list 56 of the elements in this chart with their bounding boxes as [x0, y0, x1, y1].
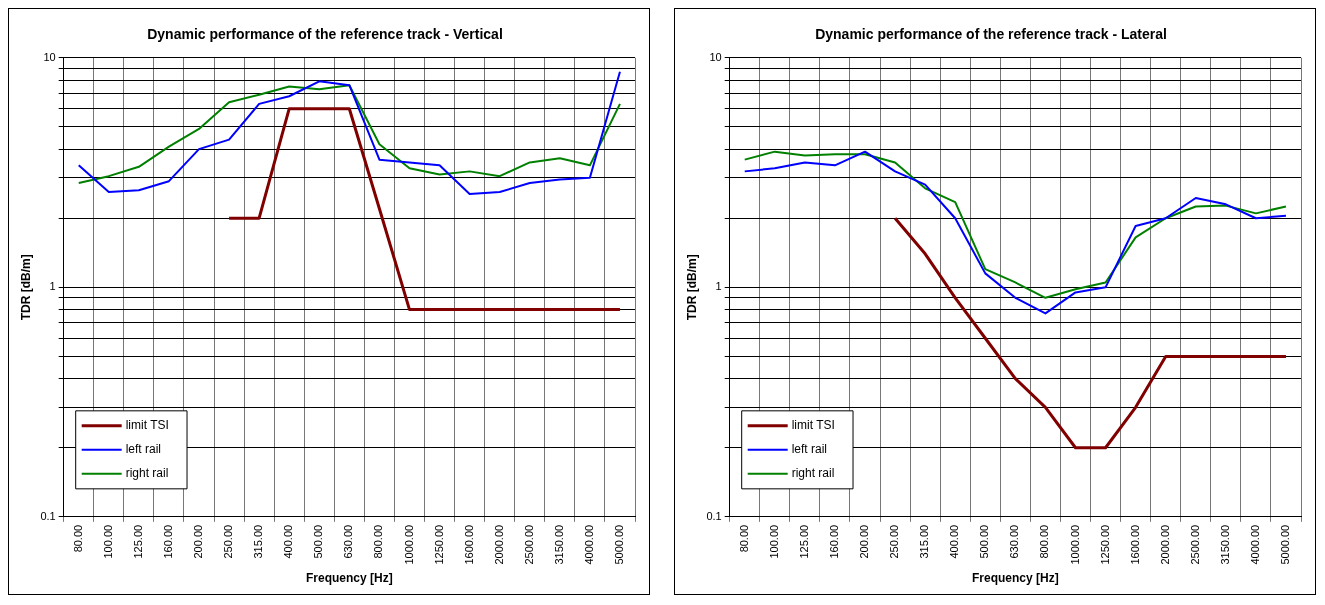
x-tick-label: 630.00 — [342, 524, 355, 559]
y-axis-title: TDR [dB/m] — [18, 254, 33, 321]
x-tick-label: 1000.00 — [1068, 524, 1081, 565]
legend-label: left rail — [125, 442, 162, 457]
x-tick-label: 1600.00 — [462, 524, 475, 565]
x-tick-label: 1250.00 — [432, 524, 445, 565]
legend-label: limit TSI — [791, 418, 835, 433]
x-tick-label: 3150.00 — [552, 524, 565, 565]
x-tick-label: 2500.00 — [522, 524, 535, 565]
x-tick-label: 3150.00 — [1218, 524, 1231, 565]
x-tick-label: 100.00 — [101, 524, 114, 559]
chart-title: Dynamic performance of the reference track - Lateral — [815, 26, 1167, 43]
x-tick-label: 400.00 — [282, 524, 295, 559]
x-tick-label: 1250.00 — [1098, 524, 1111, 565]
legend-label: left rail — [791, 442, 828, 457]
x-tick-label: 1600.00 — [1128, 524, 1141, 565]
x-tick-label: 125.00 — [797, 524, 810, 559]
y-axis-title: TDR [dB/m] — [684, 254, 699, 321]
legend-label: right rail — [125, 466, 169, 481]
y-tick-label: 10 — [709, 50, 722, 63]
x-tick-label: 800.00 — [1038, 524, 1051, 559]
x-tick-label: 400.00 — [948, 524, 961, 559]
x-tick-label: 4000.00 — [1248, 524, 1261, 565]
x-tick-label: 250.00 — [222, 524, 235, 559]
x-tick-label: 200.00 — [192, 524, 205, 559]
x-tick-label: 160.00 — [827, 524, 840, 559]
y-tick-label: 0.1 — [706, 509, 722, 522]
x-tick-label: 200.00 — [858, 524, 871, 559]
y-tick-label: 0.1 — [40, 509, 56, 522]
x-tick-label: 315.00 — [918, 524, 931, 559]
x-axis-title: Frequency [Hz] — [306, 571, 393, 586]
y-tick-label: 1 — [49, 280, 56, 293]
x-tick-label: 315.00 — [252, 524, 265, 559]
x-tick-label: 1000.00 — [402, 524, 415, 565]
y-tick-label: 1 — [715, 280, 722, 293]
x-tick-label: 80.00 — [71, 524, 84, 553]
x-tick-label: 2000.00 — [492, 524, 505, 565]
x-tick-label: 630.00 — [1008, 524, 1021, 559]
x-axis-title: Frequency [Hz] — [972, 571, 1059, 586]
x-tick-label: 500.00 — [978, 524, 991, 559]
x-tick-label: 250.00 — [888, 524, 901, 559]
x-tick-label: 5000.00 — [1279, 524, 1291, 565]
x-tick-label: 125.00 — [131, 524, 144, 559]
x-tick-label: 2000.00 — [1158, 524, 1171, 565]
legend-label: right rail — [791, 466, 835, 481]
chart-title: Dynamic performance of the reference track - Vertical — [147, 26, 503, 43]
x-tick-label: 800.00 — [372, 524, 385, 559]
x-tick-label: 160.00 — [161, 524, 174, 559]
legend-label: limit TSI — [125, 418, 169, 433]
x-tick-label: 5000.00 — [613, 524, 625, 565]
x-tick-label: 80.00 — [737, 524, 750, 553]
x-tick-label: 100.00 — [767, 524, 780, 559]
y-tick-label: 10 — [43, 50, 56, 63]
x-tick-label: 500.00 — [312, 524, 325, 559]
x-tick-label: 2500.00 — [1188, 524, 1201, 565]
x-tick-label: 4000.00 — [582, 524, 595, 565]
